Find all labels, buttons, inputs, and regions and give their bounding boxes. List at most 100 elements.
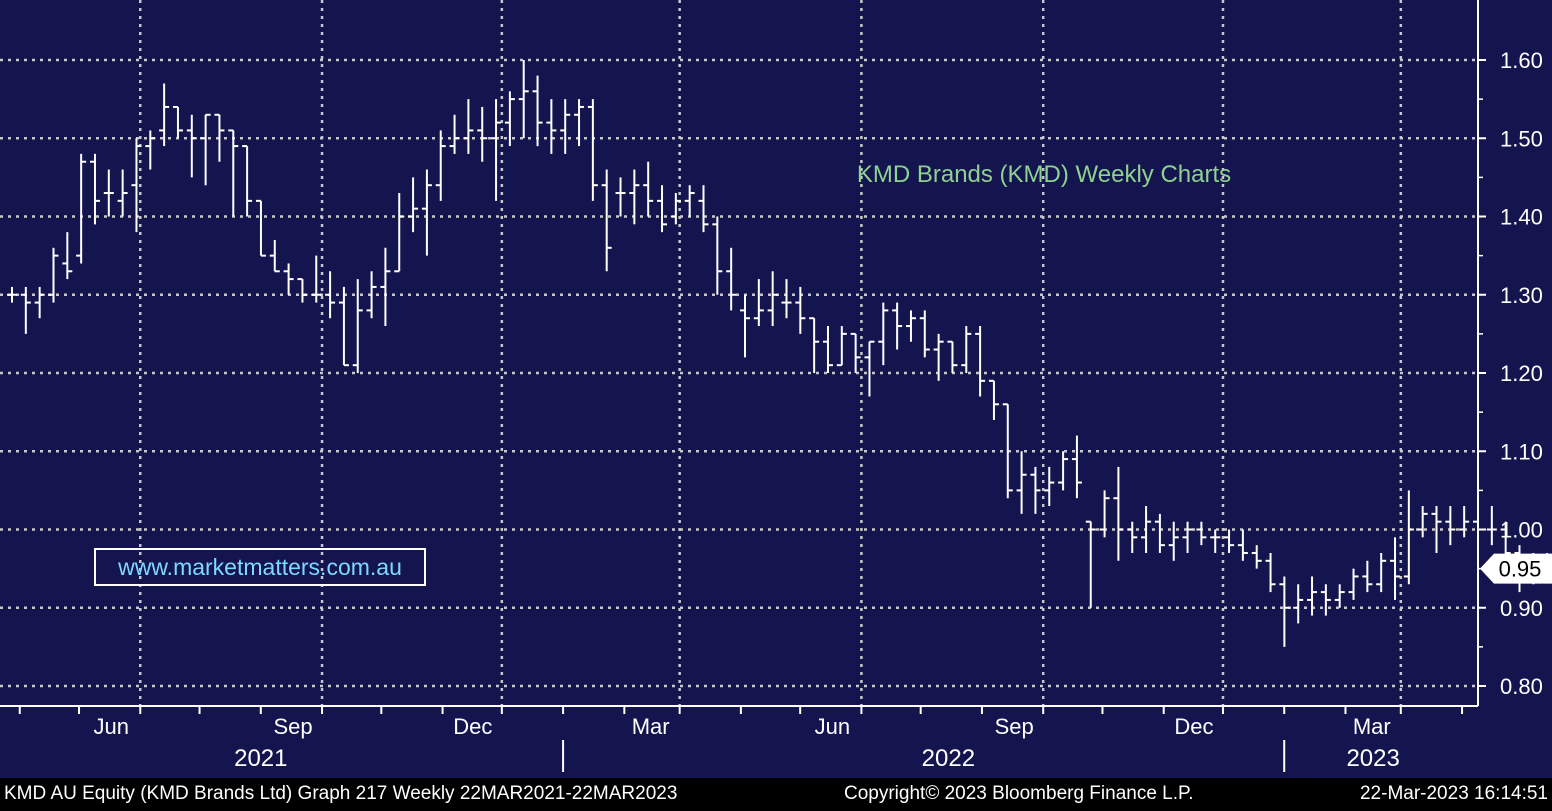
- price-bar: [1030, 466, 1041, 514]
- price-bar: [629, 169, 640, 225]
- price-bar: [214, 113, 225, 162]
- price-bar: [684, 185, 695, 217]
- price-bar: [1362, 560, 1373, 593]
- watermark-border: [94, 548, 426, 586]
- watermark-link[interactable]: www.marketmatters.com.au: [117, 554, 402, 580]
- price-bar: [1196, 521, 1207, 546]
- price-bar: [988, 379, 999, 420]
- price-bar: [131, 138, 142, 233]
- price-bar: [1307, 576, 1318, 616]
- price-bar: [380, 247, 391, 327]
- price-bar: [933, 333, 944, 381]
- price-bar: [1237, 529, 1248, 561]
- plot-background: [0, 0, 1478, 706]
- price-bar: [89, 153, 100, 225]
- price-bar: [48, 247, 59, 303]
- price-bar: [546, 99, 557, 154]
- price-bar: [477, 106, 488, 162]
- price-bar: [961, 326, 972, 373]
- price-bar: [145, 130, 156, 170]
- x-month-label: Dec: [1174, 714, 1213, 739]
- chart-title: KMD Brands (KMD) Weekly Charts: [857, 161, 1231, 188]
- price-bar: [297, 278, 308, 303]
- x-month-label: Mar: [1353, 714, 1391, 739]
- x-year-label: 2021: [234, 745, 287, 772]
- price-bar: [836, 326, 847, 367]
- price-bar: [809, 317, 820, 373]
- price-bar: [1265, 552, 1276, 593]
- price-bar: [269, 239, 280, 273]
- x-axis-background: [0, 706, 1552, 778]
- price-bar: [767, 271, 778, 327]
- last-price-value: 0.95: [1499, 557, 1542, 582]
- footer-copyright: Copyright© 2023 Bloomberg Finance L.P.: [844, 783, 1194, 804]
- price-bar: [1071, 435, 1082, 499]
- price-bar: [726, 247, 737, 311]
- price-bar: [753, 279, 764, 327]
- price-bar: [228, 129, 239, 217]
- price-bar: [172, 105, 183, 139]
- x-month-label: Jun: [94, 714, 129, 739]
- price-bar: [352, 279, 363, 373]
- y-tick-label: 1.10: [1500, 439, 1543, 464]
- last-price-tag: [1480, 553, 1552, 584]
- price-bar: [518, 60, 529, 139]
- x-month-label: Sep: [273, 714, 312, 739]
- y-tick-label: 0.80: [1500, 674, 1543, 699]
- footer-security-info: KMD AU Equity (KMD Brands Ltd) Graph 217…: [4, 783, 677, 804]
- price-bar: [892, 302, 903, 350]
- price-bar: [698, 185, 709, 233]
- price-bar: [1210, 529, 1221, 553]
- price-bar: [532, 75, 543, 147]
- price-bar: [186, 114, 197, 178]
- price-bar: [795, 286, 806, 334]
- price-bar: [919, 310, 930, 358]
- price-bar: [242, 145, 253, 217]
- price-bar: [1224, 529, 1235, 553]
- watermark-box[interactable]: www.marketmatters.com.au: [94, 548, 426, 586]
- y-tick-label: 1.00: [1500, 518, 1543, 543]
- x-month-label: Jun: [815, 714, 850, 739]
- price-bar: [103, 169, 114, 217]
- price-bar: [1390, 537, 1401, 600]
- price-bar: [338, 286, 349, 367]
- price-bar: [1376, 552, 1387, 593]
- price-bar: [878, 302, 889, 366]
- y-tick-label: 1.30: [1500, 283, 1543, 308]
- y-tick-label: 1.20: [1500, 361, 1543, 386]
- y-tick-label: 1.50: [1500, 126, 1543, 151]
- y-tick-label: 1.40: [1500, 205, 1543, 230]
- price-bar: [947, 340, 958, 373]
- price-bar: [463, 99, 474, 154]
- price-bar: [1002, 403, 1013, 499]
- price-bar: [311, 255, 322, 303]
- footer-background: [0, 778, 1552, 806]
- price-bar: [822, 326, 833, 373]
- price-bar: [712, 216, 723, 295]
- axes: 1.60 1.50 1.40 1.30 1.20 1.10 1.00 0.90 0.80 Jun S…: [0, 0, 1543, 772]
- price-bars: [7, 60, 1552, 647]
- price-bar: [283, 263, 294, 295]
- price-bar: [394, 193, 405, 273]
- x-month-label: Sep: [995, 714, 1034, 739]
- price-bar: [1293, 584, 1304, 624]
- price-bar: [34, 286, 45, 319]
- price-bar: [781, 279, 792, 319]
- price-bar: [1403, 490, 1414, 585]
- x-month-label: Dec: [453, 714, 492, 739]
- price-bar: [864, 340, 875, 397]
- price-bar: [408, 177, 419, 233]
- price-bar: [449, 114, 460, 154]
- price-bar: [850, 332, 861, 373]
- price-bar: [117, 169, 128, 217]
- price-bar: [1099, 490, 1110, 538]
- price-bar: [1044, 466, 1055, 507]
- axis-background: [1478, 0, 1552, 706]
- price-bar: [587, 99, 598, 201]
- price-bar: [435, 130, 446, 201]
- price-bar: [657, 185, 668, 233]
- price-bar: [504, 91, 515, 147]
- price-bar: [560, 99, 571, 154]
